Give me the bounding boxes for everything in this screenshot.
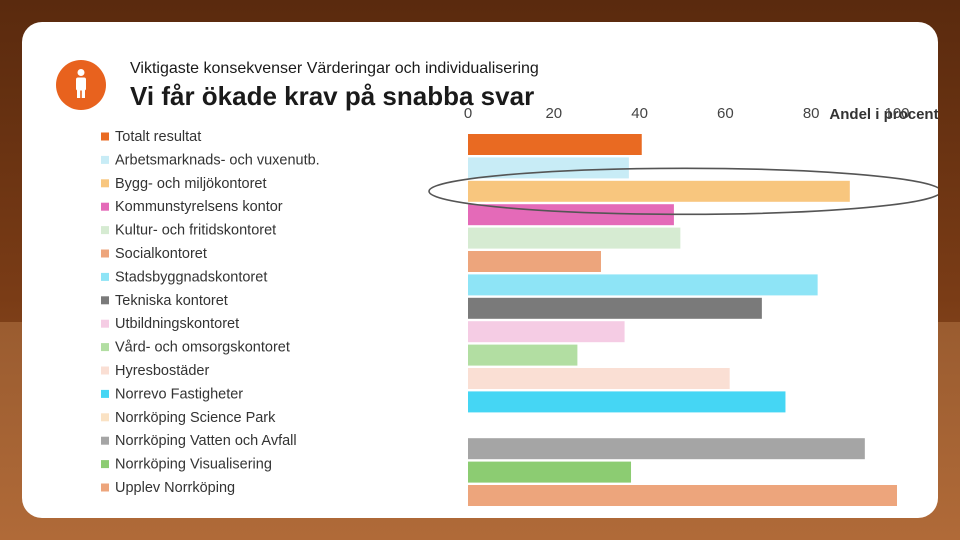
legend-label: Hyresbostäder — [115, 363, 209, 379]
legend-label: Totalt resultat — [115, 129, 201, 145]
highlight-ellipse — [428, 167, 938, 216]
legend-swatch — [101, 155, 109, 164]
bar — [468, 227, 681, 249]
x-tick-label: 20 — [545, 105, 562, 122]
legend-label: Utbildningskontoret — [115, 316, 239, 332]
x-tick-label: 0 — [464, 105, 472, 122]
legend-swatch — [101, 132, 109, 141]
bar — [468, 297, 762, 319]
person-icon — [76, 69, 86, 98]
bar — [468, 321, 625, 343]
x-tick-label: 80 — [803, 105, 820, 122]
legend-label: Norrevo Fastigheter — [115, 386, 243, 402]
bar — [468, 274, 818, 296]
legend-swatch — [101, 413, 109, 422]
bar — [468, 251, 601, 272]
legend-swatch — [101, 296, 109, 305]
legend-label: Norrköping Vatten och Avfall — [115, 433, 297, 449]
x-tick-label: 40 — [631, 105, 648, 122]
legend-label: Bygg- och miljökontoret — [115, 176, 267, 192]
legend-swatch — [101, 366, 109, 375]
logo-badge — [56, 60, 106, 110]
bar — [468, 134, 642, 155]
legend-swatch — [101, 389, 109, 398]
legend-swatch — [101, 319, 109, 328]
bar — [468, 461, 632, 483]
bar — [468, 368, 730, 389]
x-tick-label: 100 — [884, 105, 909, 122]
legend-swatch — [101, 226, 109, 235]
bar — [468, 344, 578, 366]
legend-swatch — [101, 272, 109, 281]
legend-label: Tekniska kontoret — [115, 293, 228, 309]
legend-label: Norrköping Science Park — [115, 410, 276, 426]
legend-label: Socialkontoret — [115, 246, 207, 262]
bar — [468, 180, 850, 202]
slide-subtitle: Viktigaste konsekvenser Värderingar och … — [130, 60, 539, 77]
legend-label: Norrköping Visualisering — [115, 457, 272, 473]
legend-swatch — [101, 343, 109, 352]
bar — [468, 391, 786, 413]
legend-swatch — [101, 249, 109, 258]
legend-label: Stadsbyggnadskontoret — [115, 269, 267, 285]
bar-chart: 0 20 40 60 80 100 Totalt resultat Arbetsmarknad… — [101, 105, 938, 506]
legend-label: Arbetsmarknads- och vuxenutb. — [115, 152, 320, 168]
slide-card: Viktigaste konsekvenser Värderingar och … — [22, 22, 938, 518]
legend-swatch — [101, 202, 109, 211]
legend-swatch — [101, 179, 109, 188]
axis-title: Andel i procent — [829, 106, 938, 123]
legend-label: Kultur- och fritidskontoret — [115, 223, 276, 239]
slide-title: Vi får ökade krav på snabba svar — [130, 81, 535, 111]
legend-swatch — [101, 483, 109, 492]
bar — [468, 485, 897, 506]
legend-swatch — [101, 436, 109, 445]
legend-swatch — [101, 460, 109, 469]
bar — [468, 157, 629, 179]
legend-label: Vård- och omsorgskontoret — [115, 340, 290, 356]
x-tick-label: 60 — [717, 105, 734, 122]
legend-label: Kommunstyrelsens kontor — [115, 199, 283, 215]
legend-label: Upplev Norrköping — [115, 480, 235, 496]
bar — [468, 438, 865, 460]
